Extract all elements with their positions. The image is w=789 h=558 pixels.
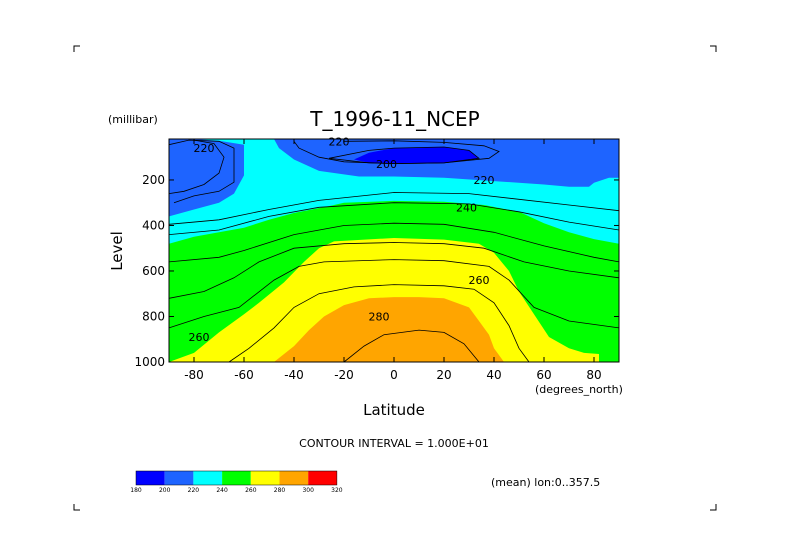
x-tick-label-6: 40 <box>486 368 501 382</box>
x-axis-units: (degrees_north) <box>535 383 623 396</box>
colorbar-label-0: 180 <box>130 487 142 494</box>
corner-marks <box>73 45 717 511</box>
contour-line-0 <box>168 139 235 204</box>
x-tick-label-2: -40 <box>284 368 304 382</box>
colorbar-swatch-1 <box>164 471 194 485</box>
colorbar-swatch-6 <box>308 471 337 485</box>
contour-line-4 <box>168 192 620 225</box>
contour-line-5 <box>168 202 620 235</box>
colorbar-swatch-4 <box>250 471 280 485</box>
y-axis-label: Level <box>108 231 126 271</box>
y-axis: 200 400 600 800 1000 <box>134 173 619 369</box>
x-tick-label-7: 60 <box>536 368 551 382</box>
x-tick-label-1: -60 <box>234 368 254 382</box>
contour-line-7 <box>168 242 620 299</box>
x-tick-label-3: -20 <box>334 368 354 382</box>
contour-line-10 <box>343 329 480 363</box>
y-tick-label-2: 600 <box>142 264 165 278</box>
contour-label-0: 220 <box>194 142 215 155</box>
colorbar-frame <box>135 470 338 486</box>
contour-label-6: 280 <box>369 310 390 323</box>
colorbar-label-3: 240 <box>216 487 228 494</box>
plot-area <box>169 139 619 362</box>
contour-label-5: 260 <box>469 274 490 287</box>
x-tick-label-8: 80 <box>586 368 601 382</box>
colorbar-swatch-2 <box>193 471 223 485</box>
contour-line-9 <box>228 284 530 363</box>
contour-interval-text: CONTOUR INTERVAL = 1.000E+01 <box>299 437 489 450</box>
chart-title: T_1996-11_NCEP <box>309 107 479 131</box>
x-tick-label-5: 20 <box>436 368 451 382</box>
contour-lines <box>168 139 620 363</box>
colorbar-swatch-3 <box>222 471 251 485</box>
x-axis: -80 -60 -40 -20 0 20 40 60 80 <box>184 139 602 382</box>
contour-line-6 <box>168 222 620 263</box>
colorbar-swatch-5 <box>279 471 309 485</box>
contour-label-7: 260 <box>189 331 210 344</box>
band-200-0 <box>169 139 244 217</box>
contour-line-1 <box>168 139 225 194</box>
contour-label-4: 240 <box>456 201 477 214</box>
contour-label-3: 220 <box>474 174 495 187</box>
contour-label-2: 200 <box>376 158 397 171</box>
contour-line-2 <box>293 140 500 165</box>
colorbar-label-7: 320 <box>331 487 343 494</box>
colorbar-label-2: 220 <box>188 487 200 494</box>
y-axis-units: (millibar) <box>108 113 158 126</box>
contour-label-1: 220 <box>329 135 350 148</box>
y-tick-label-0: 200 <box>142 173 165 187</box>
y-tick-label-4: 1000 <box>134 355 165 369</box>
band-280-5 <box>274 297 504 362</box>
colorbar-label-6: 300 <box>302 487 314 494</box>
x-tick-label-0: -80 <box>184 368 204 382</box>
x-tick-label-4: 0 <box>390 368 398 382</box>
mean-lon-annotation: (mean) lon:0..357.5 <box>491 476 600 489</box>
contour-line-3 <box>328 146 480 165</box>
colorbar-swatch-0 <box>136 471 165 485</box>
contour-line-8 <box>168 259 620 329</box>
colorbar-label-1: 200 <box>159 487 171 494</box>
colorbar-label-5: 280 <box>274 487 286 494</box>
colorbar-label-4: 260 <box>245 487 257 494</box>
y-tick-label-3: 800 <box>142 309 165 323</box>
x-axis-label: Latitude <box>363 401 425 419</box>
colorbar: 180 200 220 240 260 280 300 320 <box>130 470 343 494</box>
band-190-2 <box>354 147 479 164</box>
y-tick-label-1: 400 <box>142 218 165 232</box>
